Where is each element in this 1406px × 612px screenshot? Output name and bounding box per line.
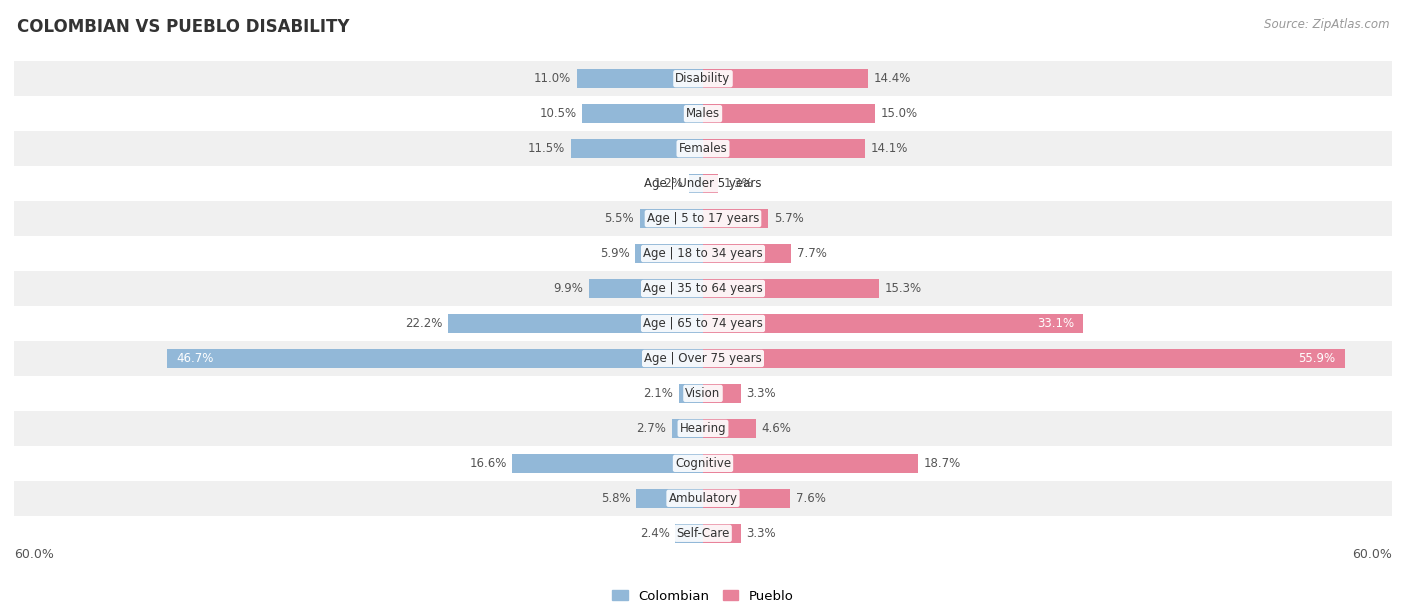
Text: 2.4%: 2.4%	[640, 527, 669, 540]
Text: 5.9%: 5.9%	[600, 247, 630, 260]
Text: Age | Over 75 years: Age | Over 75 years	[644, 352, 762, 365]
Text: 5.5%: 5.5%	[605, 212, 634, 225]
Text: 15.0%: 15.0%	[882, 107, 918, 120]
Text: 2.1%: 2.1%	[644, 387, 673, 400]
Text: 16.6%: 16.6%	[470, 457, 506, 470]
Bar	[14, 446, 1392, 481]
Text: Source: ZipAtlas.com: Source: ZipAtlas.com	[1264, 18, 1389, 31]
Bar	[640, 209, 703, 228]
Text: COLOMBIAN VS PUEBLO DISABILITY: COLOMBIAN VS PUEBLO DISABILITY	[17, 18, 349, 36]
Bar	[703, 314, 1083, 333]
Text: 9.9%: 9.9%	[554, 282, 583, 295]
Bar	[14, 411, 1392, 446]
Bar	[14, 271, 1392, 306]
Bar	[589, 279, 703, 298]
Text: Age | Under 5 years: Age | Under 5 years	[644, 177, 762, 190]
Bar	[703, 209, 769, 228]
Text: 2.7%: 2.7%	[637, 422, 666, 435]
Bar	[703, 489, 790, 508]
Bar	[703, 453, 918, 473]
Bar	[703, 419, 756, 438]
Text: 7.6%: 7.6%	[796, 492, 825, 505]
Text: 18.7%: 18.7%	[924, 457, 960, 470]
Bar	[14, 376, 1392, 411]
Bar	[679, 384, 703, 403]
Bar	[703, 69, 869, 88]
Text: Disability: Disability	[675, 72, 731, 85]
Text: Age | 5 to 17 years: Age | 5 to 17 years	[647, 212, 759, 225]
Text: Age | 65 to 74 years: Age | 65 to 74 years	[643, 317, 763, 330]
Bar	[576, 69, 703, 88]
Text: 1.3%: 1.3%	[724, 177, 754, 190]
Bar	[14, 306, 1392, 341]
Bar	[14, 96, 1392, 131]
Text: 10.5%: 10.5%	[540, 107, 576, 120]
Bar	[14, 236, 1392, 271]
Bar	[672, 419, 703, 438]
Text: 60.0%: 60.0%	[1353, 548, 1392, 561]
Text: 3.3%: 3.3%	[747, 387, 776, 400]
Text: 15.3%: 15.3%	[884, 282, 921, 295]
Text: 14.1%: 14.1%	[870, 142, 908, 155]
Text: Males: Males	[686, 107, 720, 120]
Bar	[14, 516, 1392, 551]
Bar	[703, 139, 865, 159]
Text: 46.7%: 46.7%	[176, 352, 214, 365]
Bar	[14, 341, 1392, 376]
Text: 11.0%: 11.0%	[534, 72, 571, 85]
Text: 1.2%: 1.2%	[654, 177, 683, 190]
Text: Age | 18 to 34 years: Age | 18 to 34 years	[643, 247, 763, 260]
Bar	[703, 349, 1346, 368]
Bar	[14, 166, 1392, 201]
Text: 11.5%: 11.5%	[529, 142, 565, 155]
Text: Females: Females	[679, 142, 727, 155]
Bar	[675, 524, 703, 543]
Text: 33.1%: 33.1%	[1036, 317, 1074, 330]
Text: 5.8%: 5.8%	[600, 492, 631, 505]
Bar	[703, 279, 879, 298]
Text: 7.7%: 7.7%	[797, 247, 827, 260]
Text: Ambulatory: Ambulatory	[668, 492, 738, 505]
Bar	[637, 489, 703, 508]
Bar	[512, 453, 703, 473]
Bar	[14, 61, 1392, 96]
Bar	[703, 244, 792, 263]
Bar	[703, 384, 741, 403]
Bar	[571, 139, 703, 159]
Text: Cognitive: Cognitive	[675, 457, 731, 470]
Text: Hearing: Hearing	[679, 422, 727, 435]
Text: 4.6%: 4.6%	[762, 422, 792, 435]
Text: Vision: Vision	[685, 387, 721, 400]
Text: 3.3%: 3.3%	[747, 527, 776, 540]
Bar	[582, 104, 703, 123]
Text: Self-Care: Self-Care	[676, 527, 730, 540]
Text: 22.2%: 22.2%	[405, 317, 443, 330]
Bar	[14, 201, 1392, 236]
Legend: Colombian, Pueblo: Colombian, Pueblo	[607, 584, 799, 608]
Bar	[449, 314, 703, 333]
Text: 5.7%: 5.7%	[775, 212, 804, 225]
Bar	[703, 104, 875, 123]
Text: 14.4%: 14.4%	[875, 72, 911, 85]
Bar	[14, 131, 1392, 166]
Text: Age | 35 to 64 years: Age | 35 to 64 years	[643, 282, 763, 295]
Text: 55.9%: 55.9%	[1299, 352, 1336, 365]
Bar	[636, 244, 703, 263]
Bar	[703, 174, 718, 193]
Bar	[14, 481, 1392, 516]
Bar	[689, 174, 703, 193]
Bar	[703, 524, 741, 543]
Text: 60.0%: 60.0%	[14, 548, 53, 561]
Bar	[167, 349, 703, 368]
